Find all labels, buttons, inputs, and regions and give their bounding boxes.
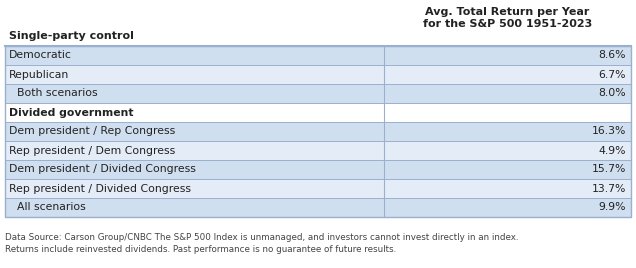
Text: Single-party control: Single-party control (9, 31, 134, 41)
Text: 16.3%: 16.3% (591, 126, 626, 136)
Text: 8.0%: 8.0% (598, 88, 626, 99)
Bar (5, 46, 631, 217)
Text: 13.7%: 13.7% (591, 184, 626, 193)
Text: 6.7%: 6.7% (598, 69, 626, 80)
Text: Avg. Total Return per Year
for the S&P 500 1951-2023: Avg. Total Return per Year for the S&P 5… (423, 7, 592, 29)
Text: Republican: Republican (9, 69, 69, 80)
Bar (5, 65, 631, 84)
Text: Returns include reinvested dividends. Past performance is no guarantee of future: Returns include reinvested dividends. Pa… (5, 245, 396, 254)
Text: Both scenarios: Both scenarios (17, 88, 97, 99)
Text: Dem president / Rep Congress: Dem president / Rep Congress (9, 126, 176, 136)
Text: Divided government: Divided government (9, 107, 134, 117)
Text: All scenarios: All scenarios (17, 203, 86, 213)
Text: Rep president / Dem Congress: Rep president / Dem Congress (9, 146, 176, 155)
Bar (5, 160, 631, 179)
Bar (5, 103, 631, 122)
Bar (5, 179, 631, 198)
Text: Rep president / Divided Congress: Rep president / Divided Congress (9, 184, 191, 193)
Text: 15.7%: 15.7% (591, 165, 626, 174)
Text: Data Source: Carson Group/CNBC The S&P 500 Index is unmanaged, and investors can: Data Source: Carson Group/CNBC The S&P 5… (5, 233, 518, 242)
Text: 4.9%: 4.9% (598, 146, 626, 155)
Text: Dem president / Divided Congress: Dem president / Divided Congress (9, 165, 196, 174)
Text: 8.6%: 8.6% (598, 50, 626, 61)
Text: Democratic: Democratic (9, 50, 72, 61)
Bar (5, 46, 631, 65)
Text: 9.9%: 9.9% (598, 203, 626, 213)
Bar (5, 122, 631, 141)
Bar (5, 84, 631, 103)
Bar (5, 141, 631, 160)
Bar (5, 4, 631, 46)
Bar (5, 198, 631, 217)
